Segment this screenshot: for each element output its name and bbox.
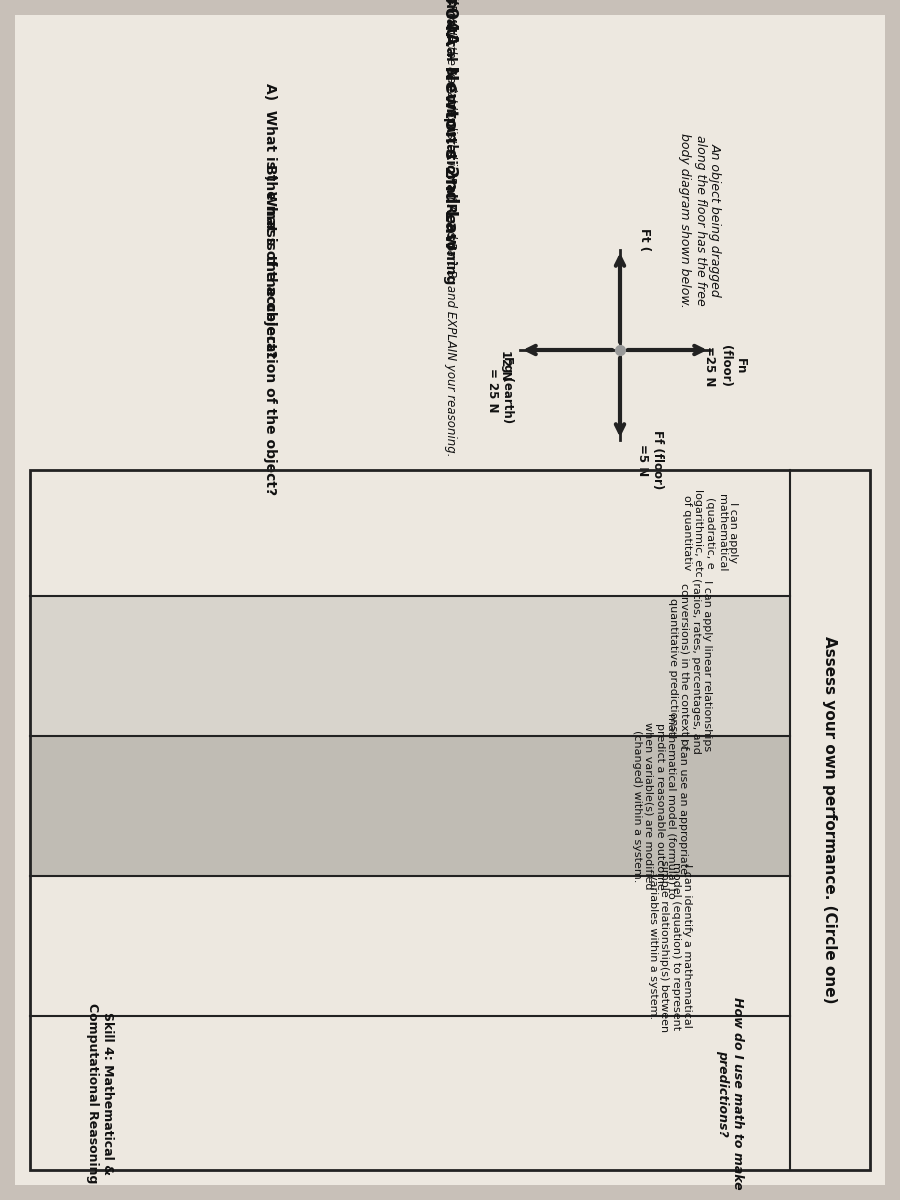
Text: An object being dragged
along the floor has the free
body diagram shown below.: An object being dragged along the floor … [679,132,722,307]
Text: I can identify a mathematical
model (equation) to represent
simple relationship(: I can identify a mathematical model (equ… [648,860,692,1032]
Text: ASSESSMENT #04A - Newton's 2nd Law: ASSESSMENT #04A - Newton's 2nd Law [441,0,459,250]
Text: For the following scenario, DETERMINE the variables listed in Part A and Part B,: For the following scenario, DETERMINE th… [444,0,456,457]
Text: Ft (: Ft ( [638,228,652,252]
Text: I can apply
mathematical
(quadratic, e
logarithmic, etc
of quantitativ: I can apply mathematical (quadratic, e l… [682,490,738,577]
Bar [30,470,870,1170]
Text: I can use an appropriate
mathematical model (formula) to
predict a reasonable ou: I can use an appropriate mathematical mo… [632,713,688,899]
Text: How do I use math to make
predictions?: How do I use math to make predictions? [716,997,744,1189]
Text: Fn
(floor)
=25 N: Fn (floor) =25 N [704,346,746,386]
Text: A)  What is the mass of the object?: A) What is the mass of the object? [263,83,277,358]
Text: I can apply linear relationships
(ratios, rates, percentages, and
conversions) i: I can apply linear relationships (ratios… [668,578,713,754]
Text: Ff (floor)
=5 N: Ff (floor) =5 N [636,431,664,490]
Text: 12 N: 12 N [499,350,511,380]
Bar [30,736,790,876]
Text: B)  What is the acceleration of the object?: B) What is the acceleration of the objec… [263,164,277,496]
Text: Skill 4: Mathematical &
Computational Reasoning: Skill 4: Mathematical & Computational Re… [86,1003,114,1183]
Text: Fg (earth)
= 25 N: Fg (earth) = 25 N [486,356,514,424]
Bar [30,596,790,736]
Text: Skill 4: Mathematical & Computational Reasoning: Skill 4: Mathematical & Computational Re… [443,0,457,284]
Text: Assess your own performance. (Circle one): Assess your own performance. (Circle one… [823,636,838,1003]
